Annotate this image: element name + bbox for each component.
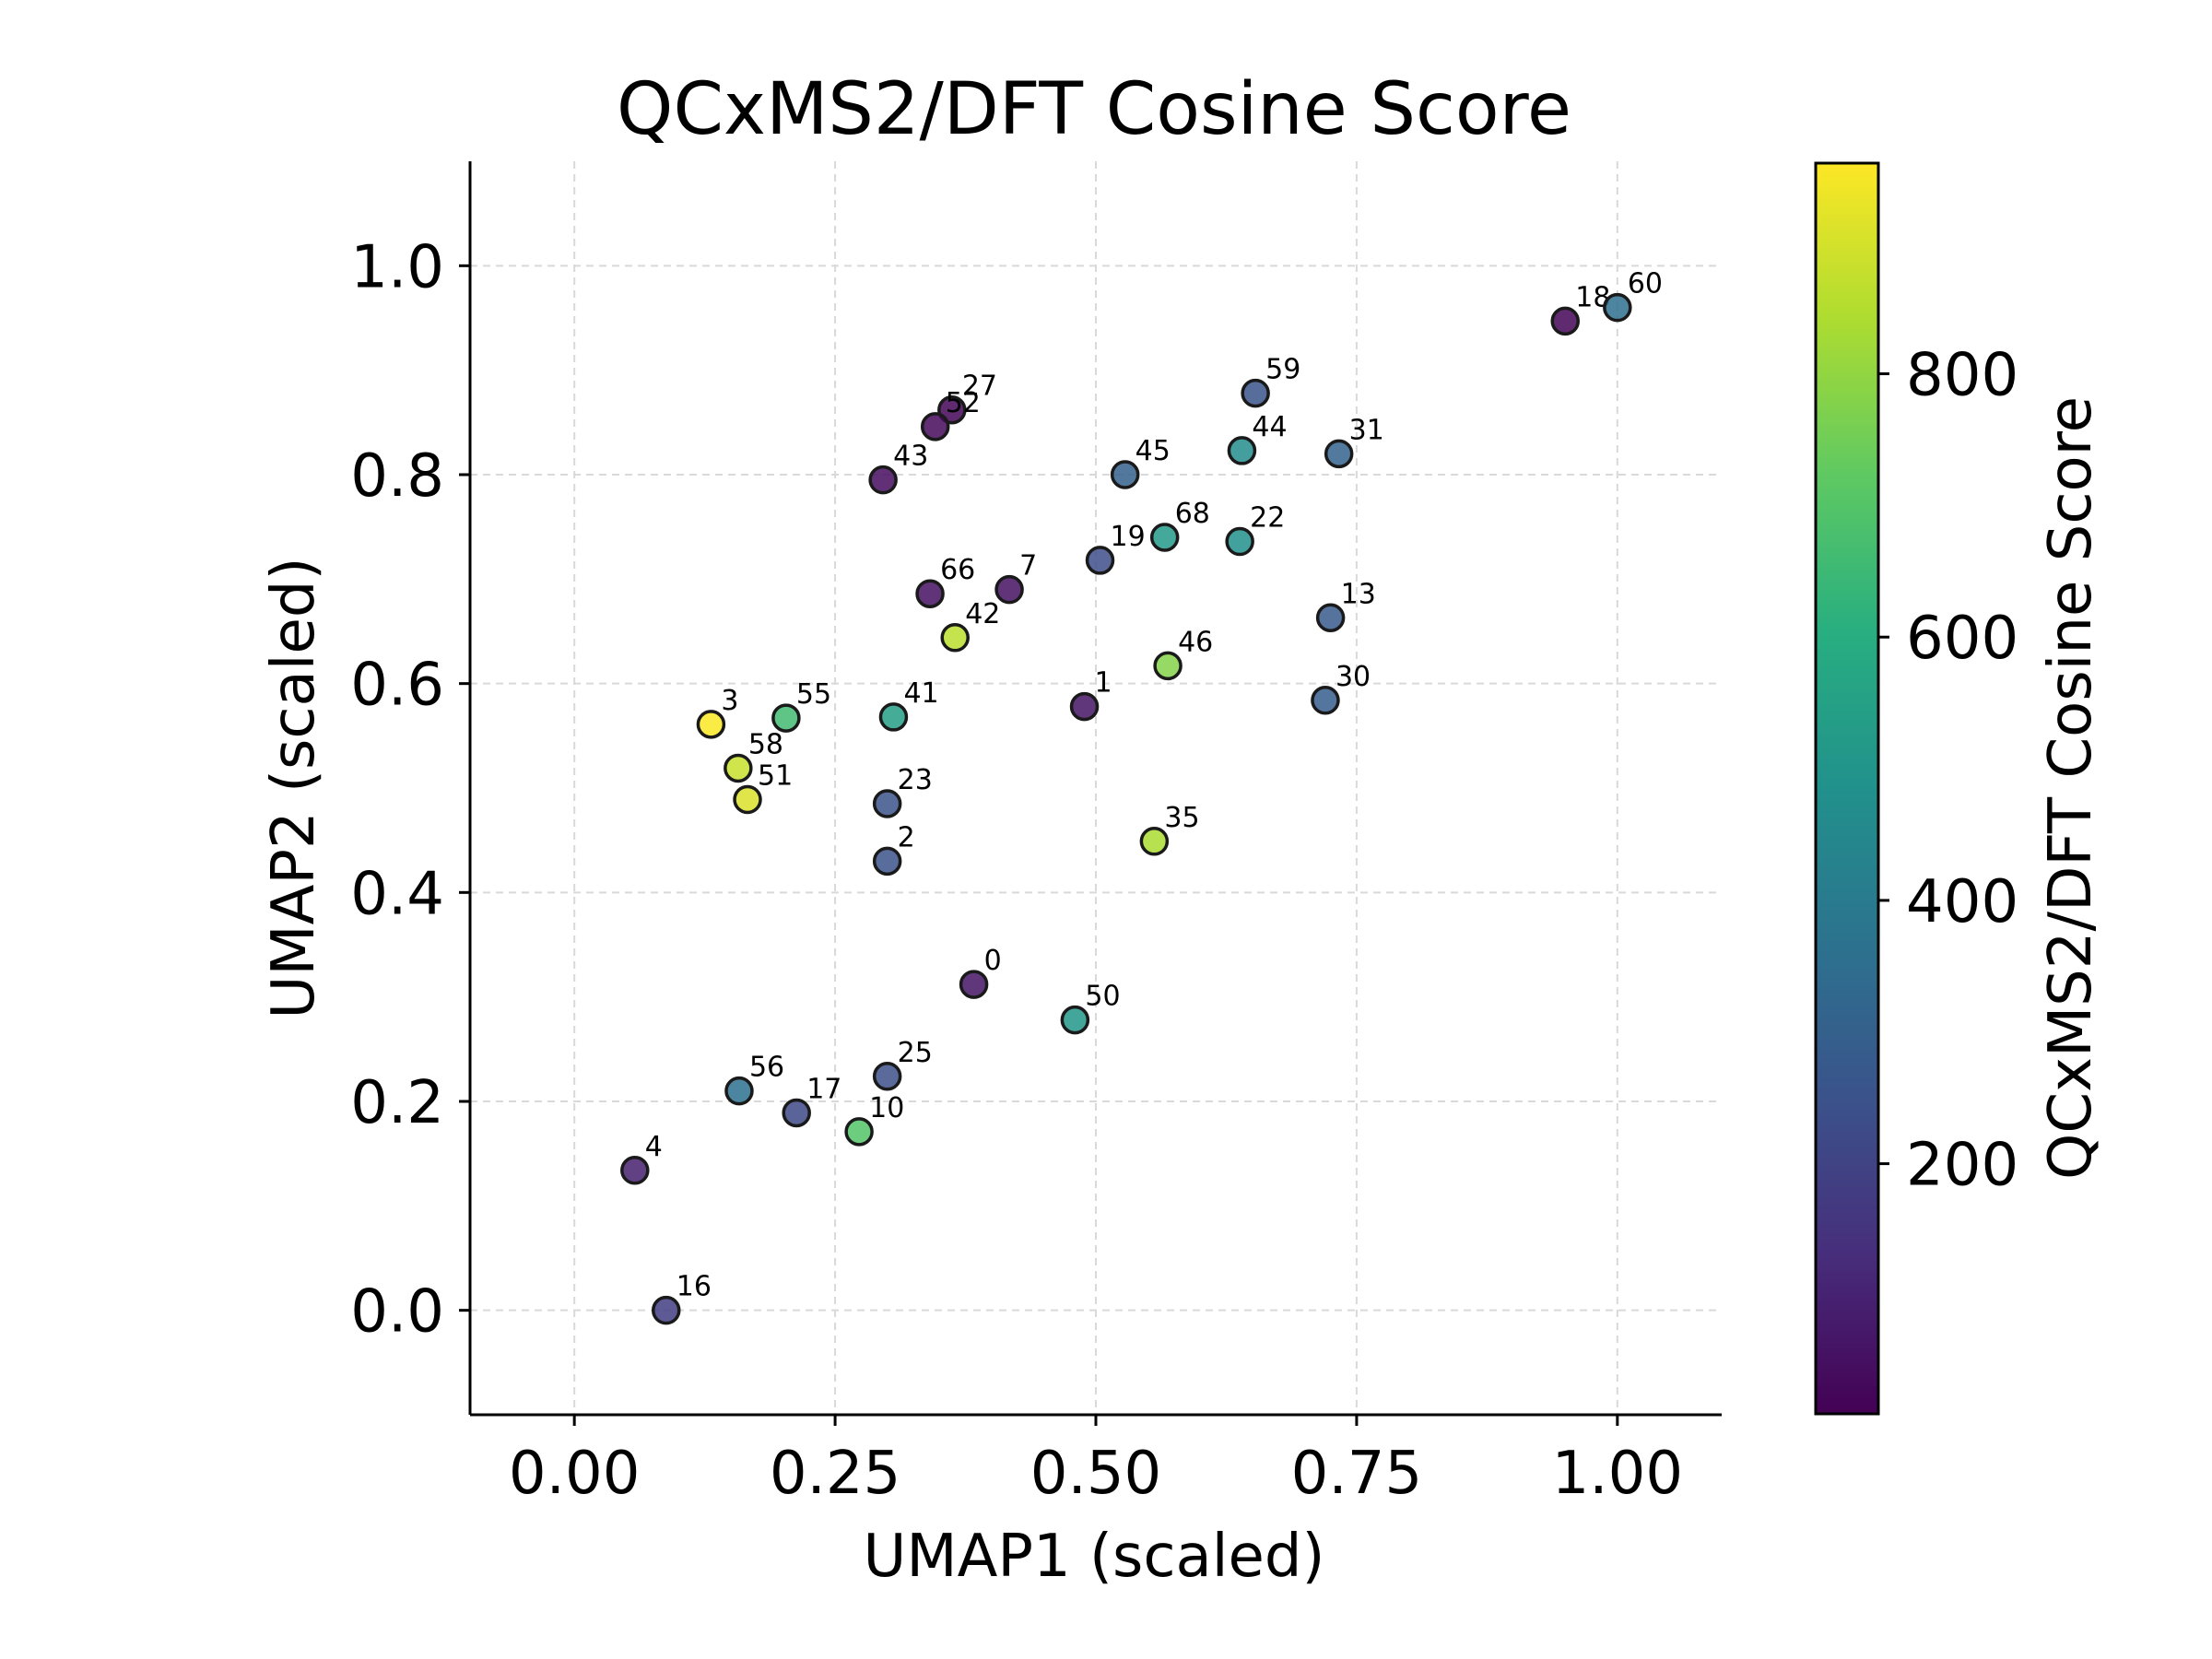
y-tick-label: 0.0 — [350, 1278, 444, 1347]
point-label: 31 — [1349, 414, 1384, 446]
data-point — [994, 574, 1024, 605]
colorbar-tick-label: 600 — [1906, 605, 2018, 673]
data-point — [1153, 651, 1182, 681]
point-label: 52 — [946, 387, 981, 419]
y-tick-label: 1.0 — [350, 233, 444, 301]
x-tick-label: 0.50 — [1030, 1440, 1162, 1508]
data-point — [1139, 827, 1170, 856]
data-point — [920, 412, 950, 441]
x-tick-label: 1.00 — [1552, 1440, 1684, 1508]
data-point — [1149, 523, 1180, 552]
data-point — [1110, 460, 1140, 489]
point-label: 55 — [796, 678, 831, 711]
data-point — [733, 784, 762, 815]
point-label: 2 — [898, 821, 915, 853]
y-axis-label: UMAP2 (scaled) — [260, 558, 328, 1019]
data-point — [620, 1156, 650, 1185]
data-point — [872, 1062, 902, 1091]
y-tick-label: 0.8 — [350, 442, 444, 511]
point-label: 23 — [898, 764, 933, 796]
x-tick-label: 0.25 — [770, 1440, 901, 1508]
point-label: 51 — [758, 759, 793, 792]
point-label: 19 — [1111, 521, 1146, 553]
data-point — [1311, 686, 1340, 715]
point-label: 42 — [965, 598, 1000, 630]
colorbar: 200 400 600 800 QCxMS2/DFT Cosine Score — [1814, 161, 2105, 1416]
x-axis-label: UMAP1 (scaled) — [864, 1523, 1325, 1591]
data-point — [872, 846, 902, 877]
point-label: 13 — [1341, 578, 1376, 610]
point-label: 30 — [1335, 661, 1371, 693]
point-label: 17 — [806, 1073, 841, 1105]
point-label: 44 — [1252, 411, 1287, 443]
point-label: 27 — [962, 371, 997, 403]
point-label: 58 — [748, 728, 783, 760]
point-label: 60 — [1628, 268, 1663, 300]
data-point — [1315, 603, 1346, 633]
point-label: 43 — [893, 441, 928, 473]
y-tick-label: 0.2 — [350, 1069, 444, 1137]
y-tick-label: 0.4 — [350, 860, 444, 928]
data-point — [771, 703, 801, 733]
point-label: 4 — [645, 1131, 663, 1163]
point-label: 56 — [749, 1052, 784, 1084]
y-tick-label: 0.6 — [350, 652, 444, 720]
x-ticks: 0.00 0.25 0.50 0.75 1.00 — [509, 1415, 1683, 1508]
data-point — [868, 465, 898, 495]
chart-title: QCxMS2/DFT Cosine Score — [617, 68, 1571, 151]
x-tick-label: 0.00 — [509, 1440, 641, 1508]
point-label: 22 — [1250, 502, 1285, 535]
data-point — [1225, 526, 1254, 557]
data-point — [1550, 306, 1580, 336]
colorbar-tick-label: 400 — [1906, 868, 2018, 936]
data-point — [652, 1295, 681, 1325]
data-point — [872, 789, 902, 818]
colorbar-label: QCxMS2/DFT Cosine Score — [2037, 396, 2105, 1180]
colorbar-tick-label: 800 — [1906, 342, 2018, 410]
data-point — [1603, 292, 1632, 323]
point-label: 16 — [677, 1271, 712, 1303]
data-point — [844, 1117, 874, 1147]
colorbar-tick-label: 200 — [1906, 1132, 2018, 1200]
data-point — [1069, 691, 1100, 722]
point-label: 45 — [1135, 435, 1171, 467]
point-label: 25 — [898, 1037, 933, 1069]
point-label: 7 — [1019, 550, 1037, 582]
data-point — [1241, 378, 1270, 408]
colorbar-gradient — [1814, 161, 1880, 1416]
point-label: 50 — [1085, 981, 1120, 1013]
x-tick-label: 0.75 — [1291, 1440, 1423, 1508]
point-label: 66 — [940, 554, 975, 586]
point-label: 0 — [984, 945, 1002, 977]
data-point — [724, 753, 753, 783]
data-point — [959, 970, 989, 999]
data-point — [1085, 546, 1115, 575]
data-point — [696, 710, 726, 739]
point-label: 3 — [721, 685, 738, 717]
data-point — [915, 579, 945, 608]
point-label: 46 — [1178, 626, 1213, 658]
point-label: 68 — [1175, 498, 1210, 530]
grid-lines — [470, 161, 1722, 1415]
data-point — [1060, 1005, 1090, 1035]
data-point — [1227, 436, 1257, 465]
point-label: 41 — [903, 677, 938, 710]
data-point — [724, 1076, 754, 1106]
colorbar-ticks: 200 400 600 800 — [1878, 342, 2018, 1200]
point-label: 59 — [1265, 354, 1300, 386]
data-point — [940, 623, 970, 653]
data-point — [782, 1098, 811, 1128]
point-label: 10 — [869, 1092, 904, 1124]
data-point — [1324, 439, 1354, 469]
data-point — [878, 702, 909, 732]
point-label: 35 — [1164, 802, 1199, 834]
y-ticks: 0.0 0.2 0.4 0.6 0.8 1.0 — [350, 233, 470, 1347]
point-label: 1 — [1095, 667, 1112, 700]
